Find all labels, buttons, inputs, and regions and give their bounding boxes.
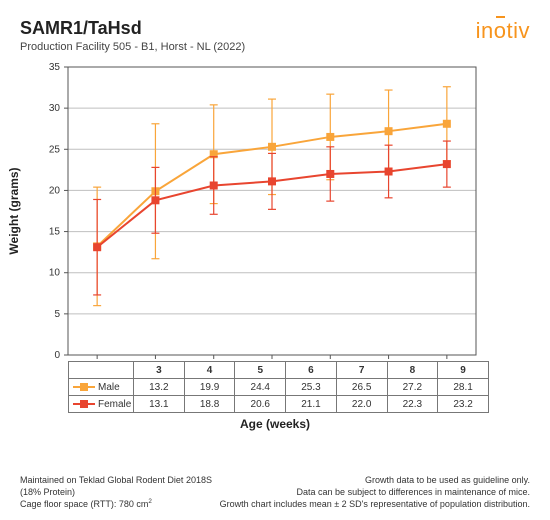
svg-text:15: 15 <box>49 227 61 238</box>
y-axis-label: Weight (grams) <box>7 167 21 254</box>
growth-chart: 0 5 10 15 20 25 30 35 <box>20 61 490 361</box>
footer-line: Cage floor space (RTT): 780 cm2 <box>20 498 212 510</box>
table-cell: 19.9 <box>184 379 235 396</box>
table-row-header: Female <box>69 396 134 413</box>
table-cell: 13.2 <box>134 379 185 396</box>
brand-logo: inotiv <box>476 18 530 44</box>
svg-text:5: 5 <box>54 309 60 320</box>
table-cell: 26.5 <box>336 379 387 396</box>
header: SAMR1/TaHsd Production Facility 505 - B1… <box>20 18 530 53</box>
table-col-header: 4 <box>184 362 235 379</box>
svg-text:10: 10 <box>49 268 61 279</box>
table-col-header: 9 <box>438 362 489 379</box>
table-col-header: 8 <box>387 362 438 379</box>
svg-text:0: 0 <box>54 350 60 361</box>
footer-line: Growth chart includes mean ± 2 SD's repr… <box>220 498 530 510</box>
chart-container: Weight (grams) 05101520253035 <box>20 61 530 361</box>
table-row-header: Male <box>69 379 134 396</box>
table-cell: 23.2 <box>438 396 489 413</box>
footer-line: (18% Protein) <box>20 486 212 498</box>
svg-text:25: 25 <box>49 144 61 155</box>
footer-right: Growth data to be used as guideline only… <box>220 474 530 510</box>
footer-line: Growth data to be used as guideline only… <box>220 474 530 486</box>
table-cell: 21.1 <box>286 396 337 413</box>
table-cell: 28.1 <box>438 379 489 396</box>
table-col-header: 3 <box>134 362 185 379</box>
page-subtitle: Production Facility 505 - B1, Horst - NL… <box>20 41 245 53</box>
page-root: SAMR1/TaHsd Production Facility 505 - B1… <box>0 0 550 520</box>
table-corner <box>69 362 134 379</box>
svg-text:35: 35 <box>49 62 61 73</box>
data-table: 3456789 Male13.219.924.425.326.527.228.1 F… <box>68 361 489 413</box>
legend-marker-icon <box>73 400 95 408</box>
footer-line: Maintained on Teklad Global Rodent Diet … <box>20 474 212 486</box>
table-col-header: 6 <box>286 362 337 379</box>
table-cell: 13.1 <box>134 396 185 413</box>
footer-line: Data can be subject to differences in ma… <box>220 486 530 498</box>
table-cell: 25.3 <box>286 379 337 396</box>
title-block: SAMR1/TaHsd Production Facility 505 - B1… <box>20 18 245 53</box>
x-axis-label: Age (weeks) <box>20 417 530 431</box>
footer-left: Maintained on Teklad Global Rodent Diet … <box>20 474 212 510</box>
table-col-header: 7 <box>336 362 387 379</box>
table-cell: 22.0 <box>336 396 387 413</box>
page-title: SAMR1/TaHsd <box>20 18 245 39</box>
table-cell: 22.3 <box>387 396 438 413</box>
table-cell: 20.6 <box>235 396 286 413</box>
table-cell: 24.4 <box>235 379 286 396</box>
table-cell: 27.2 <box>387 379 438 396</box>
table-col-header: 5 <box>235 362 286 379</box>
svg-text:20: 20 <box>49 185 61 196</box>
footer: Maintained on Teklad Global Rodent Diet … <box>20 474 530 510</box>
svg-text:30: 30 <box>49 103 61 114</box>
table-cell: 18.8 <box>184 396 235 413</box>
legend-marker-icon <box>73 383 95 391</box>
